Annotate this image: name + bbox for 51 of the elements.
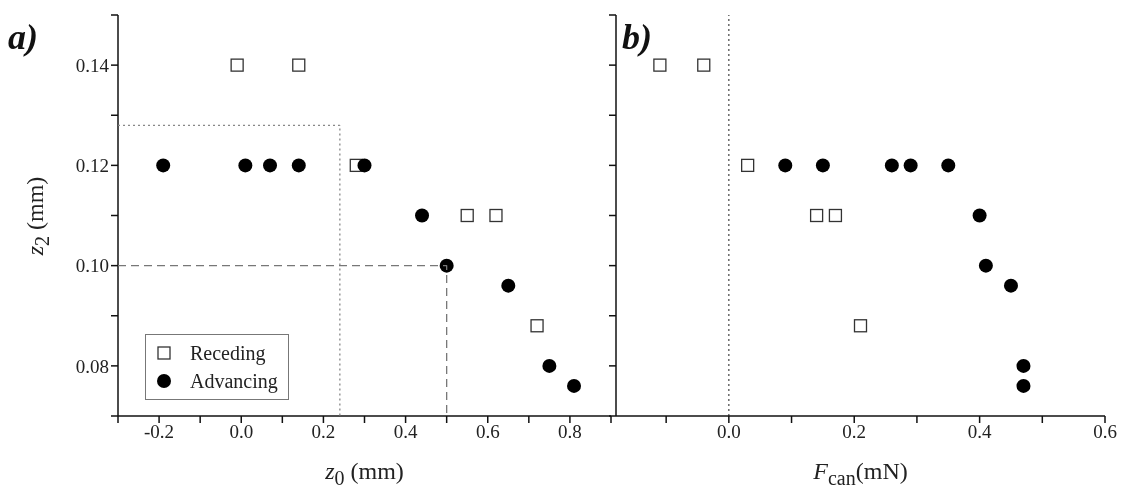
point: [653, 58, 667, 72]
point: [1003, 278, 1018, 293]
point: [903, 158, 918, 173]
x-tick-label: 0.0: [716, 421, 741, 443]
legend-label: Advancing: [190, 369, 278, 395]
y-tick-label: 0.08: [75, 355, 109, 377]
x-tick-label: 0.4: [967, 421, 992, 443]
x-axis-title: F$_{can}$(mN): [813, 458, 908, 489]
x-tick-label: 0.4: [393, 421, 418, 443]
point: [357, 158, 372, 173]
x-tick-label: 0.2: [842, 421, 867, 443]
point: [815, 158, 830, 173]
point: [415, 208, 430, 223]
point: [439, 258, 454, 273]
point: [501, 278, 516, 293]
point: [884, 158, 899, 173]
y-tick-label: 0.10: [75, 255, 109, 277]
point: [238, 158, 253, 173]
x-tick-label: -0.2: [144, 421, 175, 443]
y-tick-label: 0.14: [75, 54, 110, 76]
point: [542, 358, 557, 373]
chart-title: b): [622, 16, 652, 58]
x-axis-title: z$_{0}$ (mm): [325, 458, 404, 489]
x-tick-label: 0.0: [229, 421, 254, 443]
point: [697, 58, 711, 72]
point: [1016, 378, 1031, 393]
x-tick-label: 0.6: [1093, 421, 1117, 443]
point: [978, 258, 993, 273]
chart-title: a): [8, 16, 38, 58]
x-tick-label: 0.8: [558, 421, 582, 443]
point: [853, 319, 868, 333]
legend-label: Receding: [190, 341, 266, 367]
y-tick-label: 0.12: [75, 155, 109, 177]
point: [828, 208, 843, 223]
point: [1016, 358, 1031, 373]
point: [741, 158, 755, 173]
point: [530, 319, 544, 333]
point: [778, 158, 793, 173]
point: [291, 158, 306, 173]
point: [263, 158, 278, 173]
point: [972, 208, 987, 223]
point: [292, 58, 306, 72]
point: [809, 208, 824, 223]
point: [567, 378, 582, 393]
point: [156, 158, 171, 173]
point: [460, 208, 474, 223]
point: [941, 158, 956, 173]
point: [230, 58, 244, 72]
x-tick-label: 0.2: [311, 421, 336, 443]
point: [489, 208, 503, 223]
x-tick-label: 0.6: [475, 421, 500, 443]
